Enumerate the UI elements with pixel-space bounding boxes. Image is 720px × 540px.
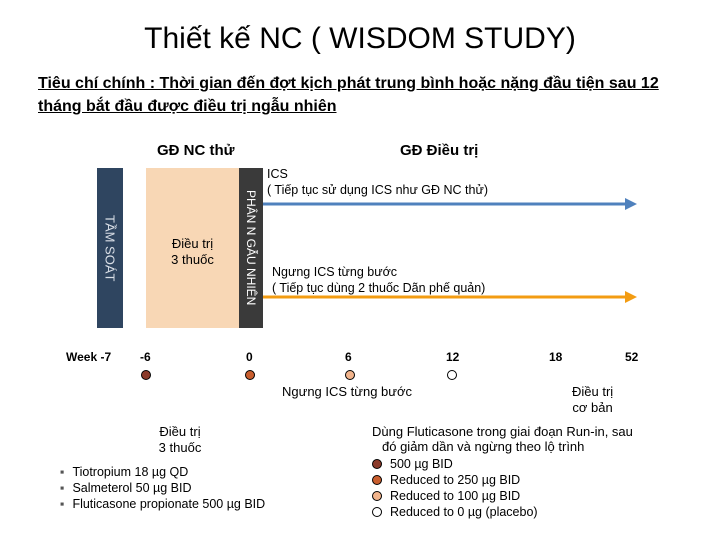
legend-heading-line2: đó giảm dần và ngừng theo lộ trình: [382, 439, 585, 454]
drug-item-salmeterol: Salmeterol 50 µg BID: [72, 481, 192, 495]
dose-dot-week-6: [345, 370, 355, 380]
legend-heading-line1: Dùng Fluticasone trong giai đoạn Run-in,…: [372, 424, 633, 439]
ics-arm-line1: ICS: [267, 167, 288, 181]
basic-treatment-note: Điều trị cơ bản: [572, 384, 613, 416]
withdrawal-arm-line2: ( Tiếp tục dùng 2 thuốc Dãn phế quản): [272, 281, 486, 295]
run-in-treatment-line1: Điều trị: [171, 236, 214, 251]
treatment-phase-label: GĐ Điều trị: [400, 142, 479, 159]
dose-dot-week-0: [245, 370, 255, 380]
randomisation-bar: PHÂN N GẪU NHIÊN: [239, 168, 263, 328]
screening-label: TẦM SOÁT: [102, 214, 118, 282]
legend-label-0: Reduced to 0 µg (placebo): [390, 505, 538, 519]
legend-row-100: Reduced to 100 µg BID: [372, 488, 538, 504]
legend-dot-250: [372, 475, 382, 485]
list-item: ▪ Tiotropium 18 µg QD: [60, 465, 189, 479]
withdrawal-arm-line1: Ngưng ICS từng bước: [272, 265, 398, 279]
run-in-phase-label: GĐ NC thử: [157, 142, 235, 159]
legend-dot-500: [372, 459, 382, 469]
triple-therapy-note: Điều trị 3 thuốc: [130, 424, 230, 456]
legend-label-500: 500 µg BID: [390, 457, 453, 471]
ics-arm-label: ICS ( Tiếp tục sử dụng ICS như GĐ NC thử…: [267, 166, 488, 198]
dose-legend: 500 µg BID Reduced to 250 µg BID Reduced…: [372, 456, 538, 520]
screening-bar: TẦM SOÁT: [97, 168, 123, 328]
withdrawal-arm-arrowhead: [625, 291, 637, 303]
week-label: Week -7: [66, 350, 112, 364]
legend-label-100: Reduced to 100 µg BID: [390, 489, 521, 503]
tick-week-6: 6: [345, 350, 352, 364]
triple-therapy-line2: 3 thuốc: [158, 440, 202, 455]
legend-dot-100: [372, 491, 382, 501]
tick-week-minus6: -6: [140, 350, 151, 364]
ics-arm-line2: ( Tiếp tục sử dụng ICS như GĐ NC thử): [267, 183, 489, 197]
legend-dot-0: [372, 507, 382, 517]
legend-row-250: Reduced to 250 µg BID: [372, 472, 538, 488]
triple-therapy-line1: Điều trị: [159, 424, 201, 439]
tick-week-12: 12: [446, 350, 460, 364]
randomisation-label: PHÂN N GẪU NHIÊN: [244, 190, 258, 306]
drug-list: ▪ Tiotropium 18 µg QD ▪ Salmeterol 50 µg B…: [60, 464, 265, 512]
legend-heading: Dùng Fluticasone trong giai đoạn Run-in,…: [372, 424, 692, 454]
run-in-treatment-line2: 3 thuốc: [171, 252, 214, 267]
legend-row-0: Reduced to 0 µg (placebo): [372, 504, 538, 520]
tick-week-0: 0: [246, 350, 253, 364]
list-item: ▪ Salmeterol 50 µg BID: [60, 481, 192, 495]
dose-dot-week-12: [447, 370, 457, 380]
basic-treatment-line2: cơ bản: [572, 400, 613, 415]
dose-dot-week-minus6: [141, 370, 151, 380]
list-item: ▪ Fluticasone propionate 500 µg BID: [60, 497, 266, 511]
basic-treatment-line1: Điều trị: [572, 384, 614, 399]
run-in-block: [146, 168, 239, 328]
stepwise-withdrawal-note: Ngưng ICS từng bước: [282, 384, 413, 399]
run-in-treatment-label: Điều trị 3 thuốc: [146, 236, 239, 268]
legend-row-500: 500 µg BID: [372, 456, 538, 472]
tick-week-52: 52: [625, 350, 639, 364]
withdrawal-arm-label: Ngưng ICS từng bước ( Tiếp tục dùng 2 th…: [272, 264, 485, 296]
ics-arm-arrowhead: [625, 198, 637, 210]
primary-endpoint-text: Tiêu chí chính : Thời gian đến đợt kịch …: [38, 75, 659, 115]
tick-week-18: 18: [549, 350, 563, 364]
drug-item-tiotropium: Tiotropium 18 µg QD: [72, 465, 189, 479]
treatment-arrows: [263, 198, 637, 303]
page-title: Thiết kế NC ( WISDOM STUDY): [144, 22, 576, 55]
drug-item-fluticasone: Fluticasone propionate 500 µg BID: [72, 497, 266, 511]
legend-label-250: Reduced to 250 µg BID: [390, 473, 521, 487]
